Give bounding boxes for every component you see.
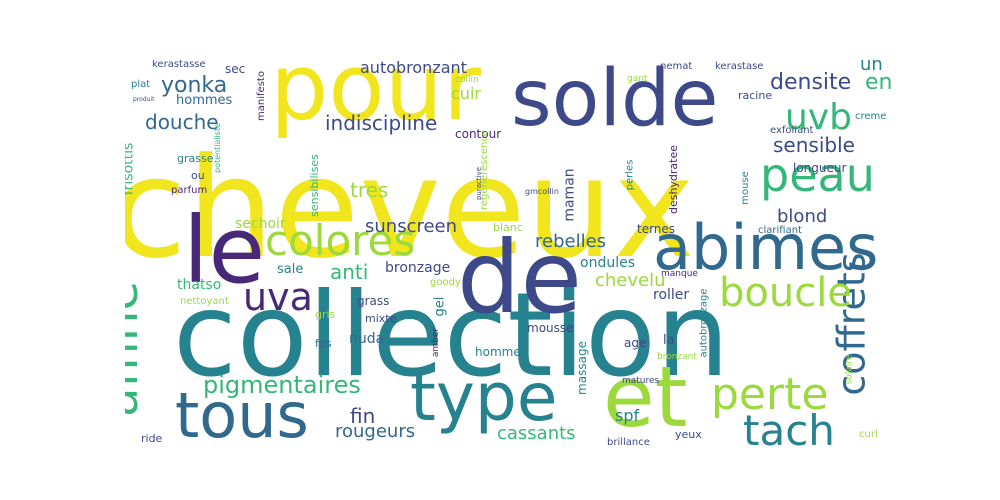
word-yonka: yonka — [161, 73, 228, 98]
word-abimes: abimes — [653, 211, 879, 284]
word-chevelu: chevelu — [595, 270, 666, 291]
word-solde: solde — [511, 60, 719, 144]
word-perles: perles — [624, 159, 636, 191]
word-puractive: puractive — [475, 166, 484, 201]
word-contour: contour — [455, 127, 502, 141]
word-ternes: ternes — [637, 222, 676, 236]
word-nettoyant: nettoyant — [180, 296, 229, 307]
word-ride: ride — [141, 432, 163, 445]
word-tous: tous — [175, 379, 309, 450]
word-et: et — [603, 348, 688, 446]
word-maman: maman — [561, 168, 578, 222]
word-roller: roller — [653, 287, 690, 303]
word-sensible: sensible — [773, 133, 855, 157]
word-densite: densite — [770, 70, 852, 95]
word-bronzage: bronzage — [385, 260, 451, 276]
word-autobronzage: autobronzage — [698, 288, 710, 358]
word-autobronzant: autobronzant — [360, 60, 467, 77]
word-sunscreen: sunscreen — [365, 216, 458, 237]
word-exfoliant: exfoliant — [770, 125, 814, 136]
word-collection: collection — [173, 268, 730, 403]
word-solaire: solaire — [844, 354, 855, 385]
word-spf: spf — [615, 406, 640, 425]
word-massage: massage — [574, 341, 589, 395]
word-longueur: longueur — [793, 161, 847, 175]
word-clarifiant: clarifiant — [758, 225, 802, 236]
word-la: la — [663, 333, 675, 348]
word-grasse: grasse — [177, 152, 214, 165]
word-plat: plat — [131, 79, 151, 90]
word-age: age — [624, 336, 647, 350]
word-cloud: cheveux collection de pour solde le et t… — [125, 60, 900, 450]
word-boucle: boucle — [719, 270, 852, 316]
word-gant: gant — [627, 74, 648, 84]
word-nemat: nemat — [660, 61, 693, 72]
word-collin: collin — [455, 75, 479, 85]
word-grass: grass — [357, 294, 390, 308]
word-produit: produit — [133, 96, 155, 103]
word-frisottis: frisottis — [125, 142, 137, 196]
word-tres: tres — [350, 178, 389, 202]
word-le: le — [183, 197, 266, 304]
word-potentialiste: potentialiste — [213, 122, 223, 174]
word-goody: goody — [430, 277, 461, 288]
word-sensibilises: sensibilises — [307, 154, 321, 217]
word-kerastase: kerastase — [715, 61, 764, 72]
word-fps: fps — [315, 337, 332, 350]
word-rebelles: rebelles — [535, 231, 607, 252]
word-gmcollin: gmcollin — [525, 187, 559, 196]
word-type: type — [410, 359, 558, 436]
word-racine: racine — [738, 89, 773, 102]
word-cassants: cassants — [497, 423, 576, 444]
word-en: en — [865, 70, 893, 95]
word-indiscipline: indiscipline — [325, 111, 438, 135]
word-sec: sec — [225, 62, 246, 76]
word-rougeurs: rougeurs — [335, 421, 416, 442]
word-pigmentaires: pigmentaires — [203, 371, 361, 399]
word-pour: pour — [270, 60, 481, 141]
word-mouse: mouse — [739, 171, 751, 205]
word-deshydratee: deshydratee — [667, 144, 681, 215]
word-affine: affine — [125, 281, 149, 417]
word-un: un — [860, 60, 883, 75]
word-hommes: hommes — [176, 93, 233, 108]
word-matures: matures — [622, 376, 660, 386]
word-peau: peau — [760, 148, 875, 202]
word-cuir: cuir — [451, 84, 481, 103]
word-blond: blond — [777, 206, 828, 227]
word-manque: manque — [661, 269, 698, 279]
word-sale: sale — [277, 262, 304, 277]
word-curl: curl — [859, 429, 878, 440]
word-mixte: mixte — [365, 312, 397, 325]
word-thatso: thatso — [177, 277, 222, 293]
word-mousse: mousse — [527, 321, 574, 335]
word-blanc: blanc — [493, 221, 523, 234]
word-anti: anti — [330, 260, 369, 284]
word-ou: ou — [191, 169, 205, 182]
word-uvb: uvb — [785, 97, 852, 138]
word-uva: uva — [243, 275, 313, 319]
word-de: de — [457, 219, 582, 336]
word-yeux: yeux — [675, 428, 702, 441]
word-tach: tach — [743, 406, 835, 451]
word-manifesto: manifesto — [255, 71, 267, 121]
word-sechoir: sechoir — [235, 216, 286, 232]
word-amber: amber — [431, 327, 442, 358]
word-bronzant: bronzant — [657, 352, 697, 362]
word-parfum: parfum — [171, 185, 208, 196]
word-fin: fin — [350, 404, 376, 428]
word-nuda: nuda — [349, 331, 385, 347]
word-ondules: ondules — [580, 255, 635, 271]
word-gel: gel — [432, 296, 448, 317]
word-cheveux: cheveux — [125, 128, 695, 289]
word-perte: perte — [711, 369, 829, 420]
word-creme: creme — [855, 111, 887, 122]
word-gris: gris — [315, 308, 336, 321]
word-kerastasse: kerastasse — [152, 60, 206, 70]
word-brillance: brillance — [607, 437, 650, 448]
word-douche: douche — [145, 110, 219, 134]
word-colores: colores — [265, 216, 416, 265]
word-homme: homme — [475, 345, 521, 359]
